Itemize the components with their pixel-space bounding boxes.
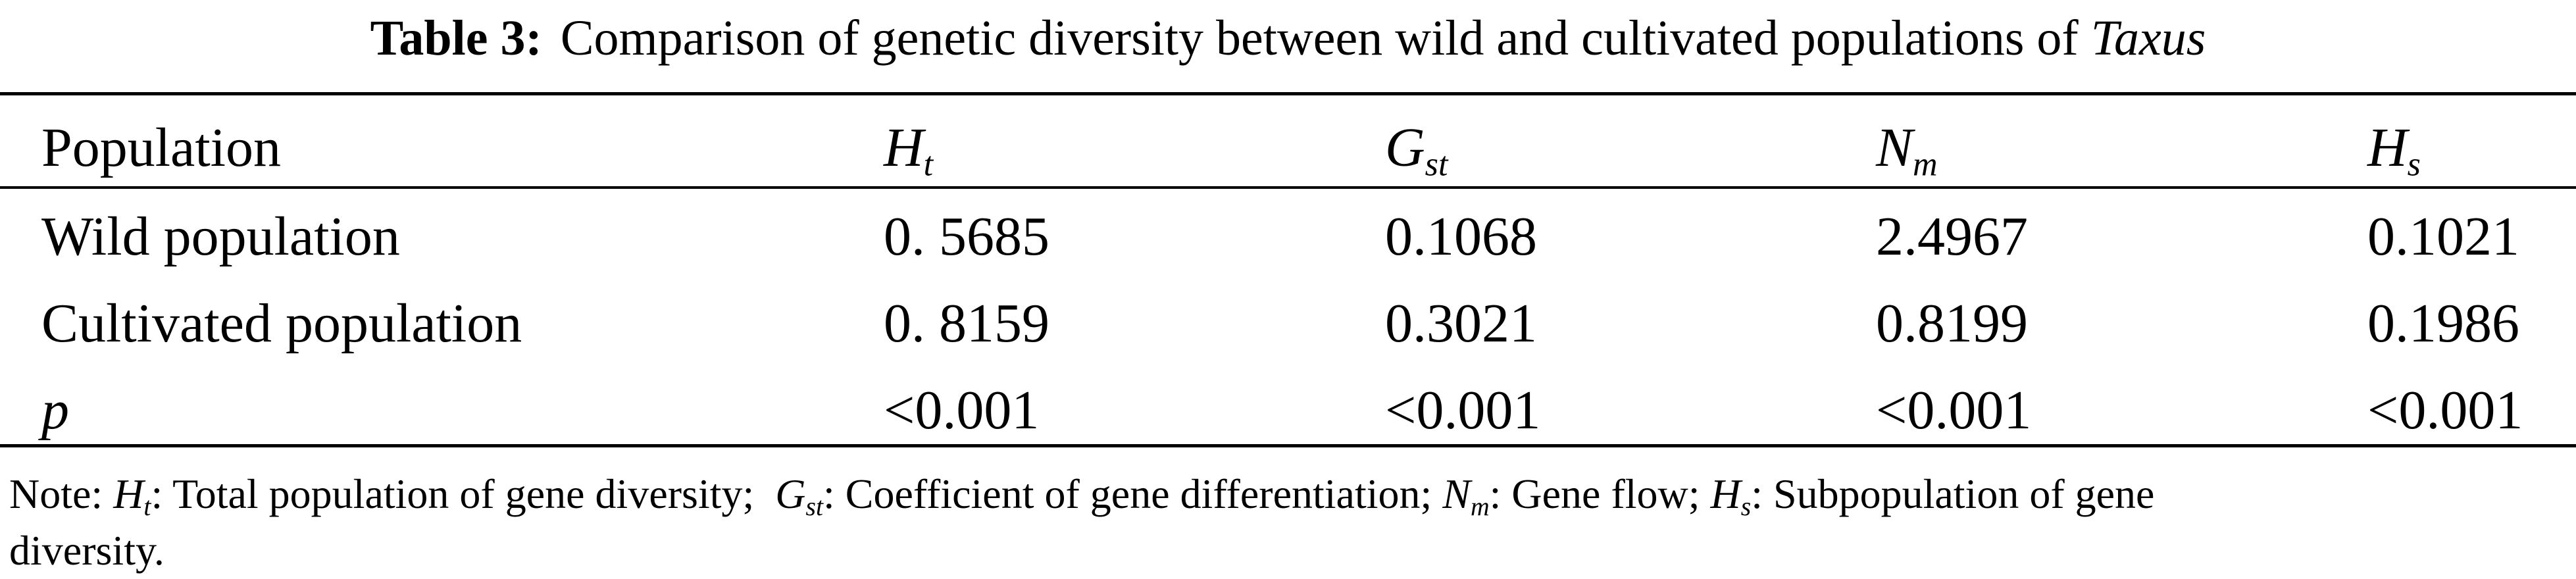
cell-wild-gst: 0.1068 — [1385, 206, 1537, 267]
column-header-hs: Hs — [2367, 115, 2421, 184]
column-header-nm-symbol: N — [1876, 117, 1913, 178]
column-header-gst: Gst — [1385, 115, 1448, 184]
column-header-hs-symbol: H — [2367, 117, 2408, 178]
note-symbol-ht: H — [113, 470, 144, 517]
column-header-ht-symbol: H — [884, 117, 924, 178]
column-header-hs-subscript: s — [2407, 145, 2421, 184]
note-symbol-nm-subscript: m — [1470, 492, 1490, 522]
note-desc-hs: : Subpopulation of gene — [1751, 470, 2155, 517]
cell-cultivated-gst: 0.3021 — [1385, 293, 1537, 354]
note-desc-ht: : Total population of gene diversity; — [151, 470, 755, 517]
row-label-cultivated-population: Cultivated population — [41, 293, 522, 354]
cell-cultivated-ht: 0. 8159 — [884, 293, 1049, 354]
table-caption-label: Table 3: — [370, 11, 542, 66]
table-caption-text: Comparison of genetic diversity between … — [560, 11, 2079, 66]
column-header-population-label: Population — [41, 117, 282, 178]
table-caption-taxon: Taxus — [2090, 11, 2206, 66]
note-prefix: Note: — [9, 470, 103, 517]
column-header-ht-subscript: t — [923, 145, 934, 184]
note-symbol-gst-subscript: st — [805, 492, 823, 522]
note-symbol-gst: G — [775, 470, 806, 517]
cell-wild-nm: 2.4967 — [1876, 206, 2028, 267]
cell-p-nm: <0.001 — [1876, 380, 2032, 441]
column-header-nm: Nm — [1876, 115, 1938, 184]
row-label-p-value: p — [41, 380, 69, 441]
column-header-gst-symbol: G — [1385, 117, 1425, 178]
column-header-population: Population — [41, 115, 281, 181]
table-caption: Table 3: Comparison of genetic diversity … — [0, 5, 2576, 71]
cell-cultivated-hs: 0.1986 — [2367, 293, 2519, 354]
row-label-wild-population: Wild population — [41, 206, 400, 267]
cell-wild-hs: 0.1021 — [2367, 206, 2519, 267]
table-note: Note: Ht: Total population of gene diver… — [9, 466, 2569, 522]
cell-wild-ht: 0. 5685 — [884, 206, 1049, 267]
note-symbol-hs: H — [1710, 470, 1741, 517]
note-desc-gst: : Coefficient of gene differentiation; — [822, 470, 1432, 517]
column-header-gst-subscript: st — [1425, 145, 1448, 184]
table-header-rule — [0, 186, 2576, 189]
cell-p-ht: <0.001 — [884, 380, 1040, 441]
note-desc-nm: : Gene flow; — [1489, 470, 1700, 517]
note-symbol-ht-subscript: t — [143, 492, 151, 522]
table-top-rule — [0, 92, 2576, 95]
table-bottom-rule — [0, 444, 2576, 447]
table-note-continuation: diversity. — [9, 527, 164, 574]
cell-p-hs: <0.001 — [2367, 380, 2523, 441]
column-header-ht: Ht — [884, 115, 934, 184]
cell-p-gst: <0.001 — [1385, 380, 1541, 441]
note-symbol-nm: N — [1442, 470, 1471, 517]
cell-cultivated-nm: 0.8199 — [1876, 293, 2028, 354]
column-header-nm-subscript: m — [1913, 145, 1938, 184]
note-symbol-hs-subscript: s — [1740, 492, 1752, 522]
